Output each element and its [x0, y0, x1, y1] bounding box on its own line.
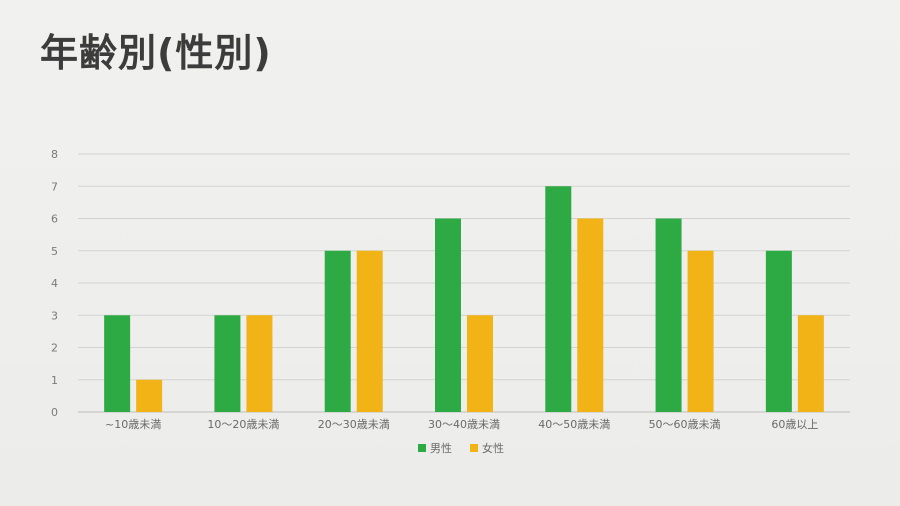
x-tick-label: 50～60歳未満 — [649, 418, 721, 431]
y-tick-label: 6 — [51, 213, 58, 226]
bar-female — [356, 250, 383, 412]
legend-swatch — [418, 444, 426, 452]
bar-male — [324, 250, 351, 412]
legend-label: 女性 — [482, 441, 504, 455]
x-tick-label: 10～20歳未満 — [207, 418, 279, 431]
y-tick-label: 1 — [51, 374, 58, 387]
y-tick-label: 5 — [51, 245, 58, 258]
x-tick-label: 40～50歳未満 — [538, 418, 610, 431]
x-tick-label: 30～40歳未満 — [428, 418, 500, 431]
x-tick-label: 20～30歳未満 — [318, 418, 390, 431]
bar-female — [467, 315, 493, 412]
bar-female — [136, 379, 163, 412]
x-tick-label: 60歳以上 — [771, 418, 818, 431]
y-tick-label: 8 — [51, 148, 58, 161]
bar-female — [687, 250, 714, 412]
bar-female — [577, 218, 604, 412]
bar-male — [545, 186, 572, 412]
bar-male — [765, 250, 792, 412]
bar-male — [435, 218, 461, 412]
y-tick-label: 4 — [51, 277, 58, 290]
x-tick-label: ~10歳未満 — [105, 418, 161, 431]
y-tick-label: 2 — [51, 342, 58, 355]
bar-male — [214, 315, 241, 412]
y-tick-label: 7 — [51, 180, 58, 193]
y-tick-label: 0 — [51, 406, 58, 419]
legend-swatch — [470, 444, 478, 452]
bar-male — [655, 218, 682, 412]
chart-title: 年齢別(性別) — [40, 31, 272, 75]
legend-label: 男性 — [430, 441, 452, 455]
bar-female — [797, 315, 824, 412]
bar-female — [246, 315, 273, 412]
bar-male — [104, 315, 131, 412]
y-tick-label: 3 — [51, 309, 58, 322]
